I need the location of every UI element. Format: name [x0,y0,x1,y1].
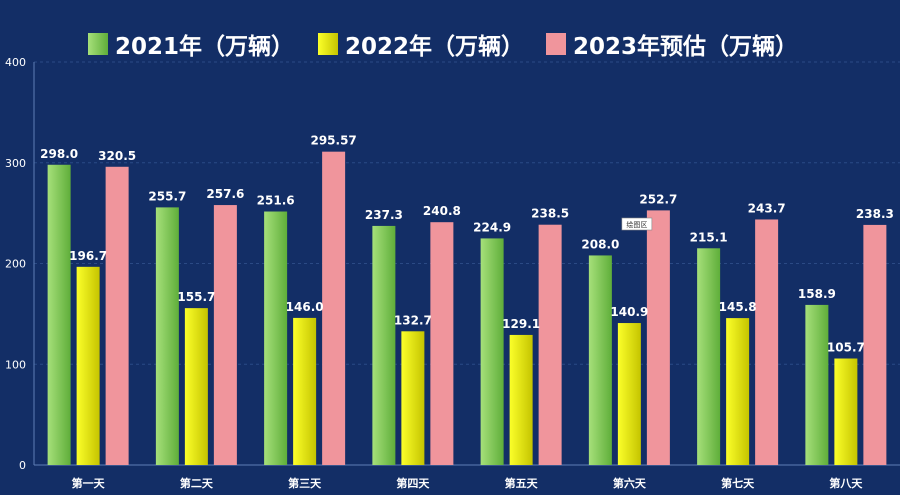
data-label: 196.7 [69,249,107,263]
x-tick-label: 第四天 [396,476,430,490]
data-label: 243.7 [748,201,786,215]
data-label: 237.3 [365,208,403,222]
legend-swatch-1 [88,33,108,55]
bar-series2 [726,318,750,465]
tooltip-box [621,217,653,231]
bar-series1 [805,304,829,465]
data-label: 132.7 [394,313,432,327]
bar-series1 [697,248,721,465]
bar-series2 [293,317,317,465]
data-label: 295.57 [310,134,356,148]
x-tick-label: 第二天 [180,476,214,490]
legend-label-3: 2023年预估（万辆） [573,33,798,60]
y-tick-label: 0 [19,459,26,472]
data-label: 129.1 [502,317,540,331]
legend-label-1: 2021年（万辆） [115,33,294,60]
y-tick-label: 400 [5,56,26,69]
bar-series1 [480,238,504,465]
bars [47,151,887,466]
x-axis: 第一天 第二天 第三天 第四天 第五天 第六天 第七天 第八天 [34,464,900,490]
x-tick-label: 第七天 [721,476,755,490]
bar-series1 [47,164,71,465]
bar-series3 [213,205,237,465]
data-label: 146.0 [286,300,324,314]
x-tick-label: 第五天 [505,476,539,490]
data-label: 257.6 [206,187,244,201]
bar-series3 [755,219,779,465]
legend: 2021年（万辆） 2022年（万辆） 2023年预估（万辆） [88,33,798,60]
x-tick-label: 第八天 [829,476,863,490]
bar-series2 [509,334,533,465]
x-tick-label: 第三天 [288,476,322,490]
legend-swatch-2 [318,33,338,55]
bar-series2 [401,331,425,465]
y-axis: 0 100 200 300 400 [5,56,35,472]
bar-series2 [184,308,208,465]
data-label: 320.5 [98,149,136,163]
data-label: 208.0 [581,237,619,251]
y-tick-label: 100 [5,358,26,371]
bar-series2 [834,358,858,465]
bar-series3 [538,224,562,465]
bar-series3 [430,222,454,465]
data-label: 105.7 [827,341,865,355]
data-label: 238.3 [856,207,894,221]
data-label: 252.7 [639,192,677,206]
bar-series1 [372,225,396,465]
bar-series3 [322,151,346,466]
data-label: 240.8 [423,204,461,218]
legend-label-2: 2022年（万辆） [345,33,524,60]
data-label: 238.5 [531,207,569,221]
data-label: 215.1 [690,230,728,244]
bar-series2 [617,323,641,465]
data-label: 158.9 [798,287,836,301]
data-label: 251.6 [257,194,295,208]
data-label: 145.8 [719,300,757,314]
data-label: 255.7 [148,189,186,203]
bar-series3 [646,210,670,465]
bar-series3 [105,166,129,465]
data-label: 155.7 [177,290,215,304]
bar-series1 [264,211,288,465]
bar-series3 [863,224,887,465]
legend-swatch-3 [546,33,566,55]
y-tick-label: 200 [5,258,26,271]
x-tick-label: 第六天 [613,476,647,490]
data-label: 298.0 [40,147,78,161]
y-tick-label: 300 [5,157,26,170]
data-label: 224.9 [473,220,511,234]
x-tick-label: 第一天 [72,476,106,490]
bar-series1 [155,207,179,465]
tooltip-text: 绘图区 [626,220,647,229]
data-label: 140.9 [610,305,648,319]
plot-area-tooltip: 绘图区 [621,217,653,231]
bar-series2 [76,266,100,465]
bar-series1 [588,255,612,465]
data-labels: 298.0 196.7 320.5 255.7 155.7 257.6 251.6 146.0… [40,134,894,355]
